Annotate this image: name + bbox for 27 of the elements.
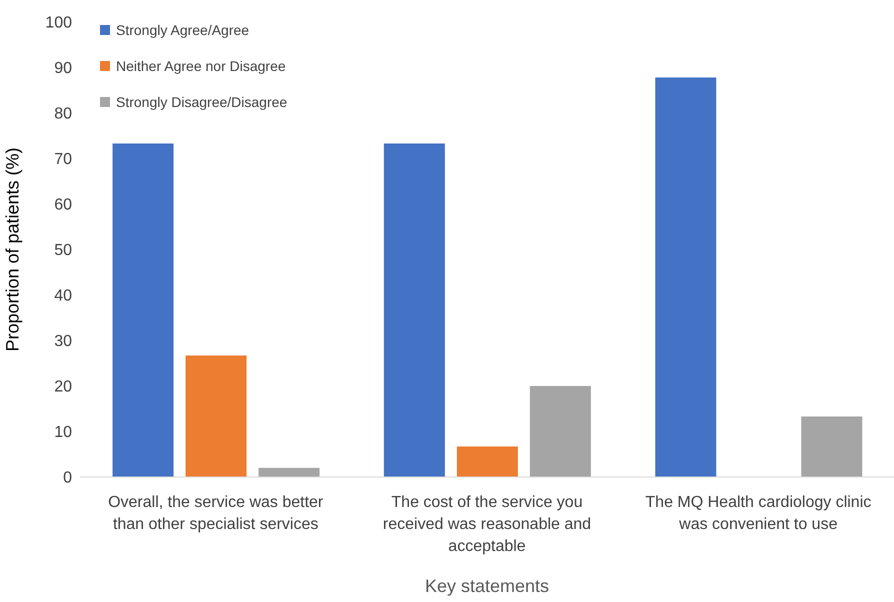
legend-label: Strongly Disagree/Disagree <box>116 94 288 110</box>
x-tick-label: The MQ Health cardiology clinic was convenient to use <box>645 494 872 533</box>
y-tick-label: 30 <box>54 333 72 350</box>
x-axis-title: Key statements <box>424 576 550 596</box>
bar <box>258 468 320 477</box>
x-tick-label: The cost of the service you received was reasonable and acceptable <box>382 494 592 555</box>
y-tick-label: 10 <box>54 424 72 442</box>
y-tick-label: 100 <box>45 14 72 32</box>
y-tick-label: 40 <box>54 288 72 305</box>
bar <box>186 356 247 477</box>
bar <box>456 446 518 477</box>
legend-label: Strongly Agree/Agree <box>116 22 250 38</box>
y-axis-title: Proportion of patients (%) <box>2 147 22 352</box>
x-tick-label: Overall, the service was better than other specialist services <box>108 494 324 533</box>
y-tick-label: 50 <box>54 242 72 260</box>
bar <box>112 143 174 477</box>
y-tick-label: 80 <box>54 106 72 123</box>
bar <box>530 386 591 477</box>
bar <box>801 416 862 477</box>
bar <box>655 78 716 477</box>
y-tick-label: 20 <box>54 378 72 396</box>
legend-label: Neither Agree nor Disagree <box>116 58 286 74</box>
y-tick-label: 90 <box>54 60 72 78</box>
y-tick-label: 70 <box>54 151 72 168</box>
y-tick-label: 60 <box>54 196 72 214</box>
y-tick-label: 0 <box>63 470 72 487</box>
bar <box>384 143 445 477</box>
